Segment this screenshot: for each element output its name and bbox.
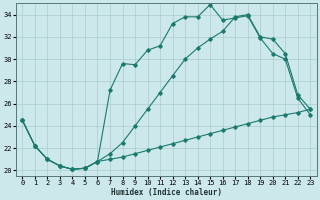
X-axis label: Humidex (Indice chaleur): Humidex (Indice chaleur) (111, 188, 222, 197)
